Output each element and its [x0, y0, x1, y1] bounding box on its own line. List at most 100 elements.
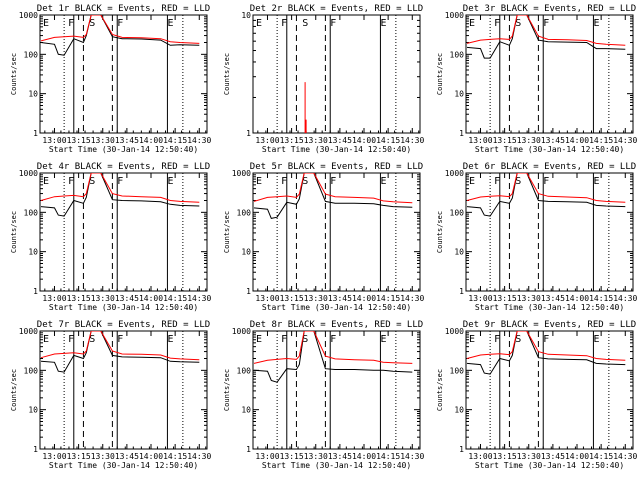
chart-title: Det 8r BLACK = Events, RED = LLD	[250, 320, 423, 330]
x-tick-label: 13:30	[304, 294, 328, 303]
x-tick-label: 13:45	[328, 136, 352, 145]
x-tick-label: 14:00	[139, 452, 163, 461]
x-tick-label: 13:15	[67, 294, 91, 303]
region-label: E	[167, 176, 173, 187]
panel-det-1: Det 1r BLACK = Events, RED = LLD 1 10 100 10…	[10, 4, 211, 154]
plot-frame	[39, 172, 208, 292]
region-label: F	[68, 18, 74, 29]
series-line-events	[466, 15, 626, 59]
y-tick-label: 10	[454, 248, 464, 257]
x-tick-label: 13:30	[304, 136, 328, 145]
y-tick-label: 100	[450, 366, 465, 375]
y-axis-label: Counts/sec	[436, 53, 444, 95]
region-label: E	[593, 18, 599, 29]
x-tick-label: 13:15	[493, 452, 517, 461]
y-tick-label: 1	[33, 287, 38, 296]
region-label: F	[330, 18, 336, 29]
series-line-lld	[40, 173, 200, 203]
series-line-events	[466, 173, 626, 217]
y-tick-label: 1000	[19, 327, 38, 336]
region-label: S	[515, 18, 521, 29]
series-line-lld	[466, 173, 626, 203]
chart-title: Det 2r BLACK = Events, RED = LLD	[250, 4, 423, 14]
region-label: F	[281, 18, 287, 29]
plot-frame	[252, 14, 421, 134]
region-label: F	[330, 176, 336, 187]
x-tick-label: 13:00	[255, 294, 279, 303]
region-label: E	[469, 176, 475, 187]
plot-frame	[252, 330, 421, 450]
region-label: F	[494, 176, 500, 187]
x-tick-label: 13:00	[468, 294, 492, 303]
x-tick-label: 13:30	[517, 136, 541, 145]
y-tick-label: 10	[28, 406, 38, 415]
x-tick-label: 14:30	[187, 136, 211, 145]
chart-title: Det 1r BLACK = Events, RED = LLD	[37, 4, 210, 14]
y-axis-label: Counts/sec	[10, 53, 18, 95]
region-label: E	[469, 334, 475, 345]
x-tick-label: 14:00	[352, 136, 376, 145]
y-axis-label: Counts/sec	[223, 53, 231, 95]
panel-det-2: Det 2r BLACK = Events, RED = LLD 1 10 13:00…	[223, 4, 424, 154]
y-tick-label: 1000	[19, 169, 38, 178]
x-axis-label: Start Time (30-Jan-14 12:50:40)	[262, 303, 411, 312]
series-line-events	[40, 15, 200, 56]
x-tick-label: 14:30	[613, 452, 637, 461]
region-label: E	[167, 18, 173, 29]
region-label: F	[281, 334, 287, 345]
y-tick-label: 100	[450, 208, 465, 217]
y-tick-label: 10	[241, 11, 251, 20]
x-axis-label: Start Time (30-Jan-14 12:50:40)	[49, 303, 198, 312]
x-tick-label: 14:30	[613, 136, 637, 145]
y-tick-label: 10	[454, 406, 464, 415]
chart-title: Det 9r BLACK = Events, RED = LLD	[463, 320, 636, 330]
y-tick-label: 1000	[445, 327, 464, 336]
x-tick-label: 14:00	[139, 136, 163, 145]
region-label: F	[68, 334, 74, 345]
region-label: E	[256, 334, 262, 345]
y-tick-label: 100	[237, 208, 252, 217]
region-label: S	[302, 334, 308, 345]
region-label: E	[380, 334, 386, 345]
x-tick-label: 13:00	[255, 452, 279, 461]
y-tick-label: 1	[246, 287, 251, 296]
region-label: F	[117, 18, 123, 29]
region-label: E	[167, 334, 173, 345]
series-line-events	[466, 331, 626, 375]
x-tick-label: 14:30	[613, 294, 637, 303]
region-label: F	[330, 334, 336, 345]
region-label: E	[380, 176, 386, 187]
region-label: S	[89, 18, 95, 29]
region-label: E	[380, 18, 386, 29]
plot-frame	[39, 330, 208, 450]
x-tick-label: 14:00	[565, 452, 589, 461]
x-tick-label: 13:30	[517, 452, 541, 461]
series-line-events	[253, 331, 413, 383]
y-tick-label: 10	[454, 90, 464, 99]
y-tick-label: 1	[459, 129, 464, 138]
panel-det-9: Det 9r BLACK = Events, RED = LLD 1 10 100 10…	[436, 320, 637, 470]
x-tick-label: 13:45	[115, 452, 139, 461]
x-tick-label: 13:45	[541, 452, 565, 461]
x-tick-label: 13:15	[280, 136, 304, 145]
y-tick-label: 100	[237, 366, 252, 375]
region-label: E	[256, 176, 262, 187]
series-line-lld	[253, 173, 413, 204]
region-label: E	[43, 334, 49, 345]
x-tick-label: 13:30	[91, 294, 115, 303]
series-line-events	[40, 173, 200, 217]
region-label: F	[494, 18, 500, 29]
region-label: F	[494, 334, 500, 345]
x-axis-label: Start Time (30-Jan-14 12:50:40)	[49, 461, 198, 470]
x-tick-label: 13:15	[280, 294, 304, 303]
y-axis-label: Counts/sec	[10, 369, 18, 411]
region-label: S	[515, 176, 521, 187]
y-axis-label: Counts/sec	[223, 211, 231, 253]
region-label: F	[117, 334, 123, 345]
x-tick-label: 14:30	[400, 452, 424, 461]
y-tick-label: 10	[241, 248, 251, 257]
x-tick-label: 13:15	[67, 452, 91, 461]
y-tick-label: 10	[28, 90, 38, 99]
x-tick-label: 13:15	[493, 136, 517, 145]
